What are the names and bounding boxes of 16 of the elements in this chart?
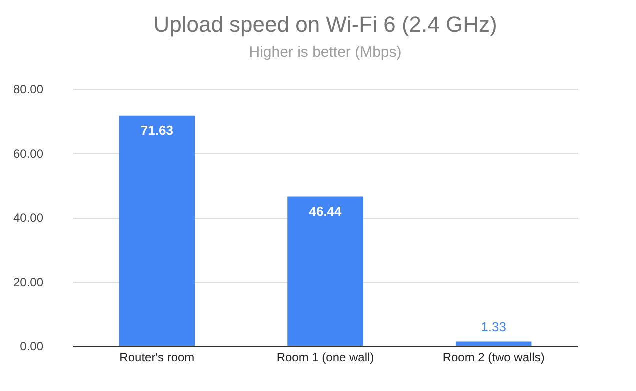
chart-title: Upload speed on Wi-Fi 6 (2.4 GHz) <box>154 12 498 37</box>
bar <box>288 196 364 346</box>
y-tick-label: 0.00 <box>20 340 44 354</box>
chart-subtitle: Higher is better (Mbps) <box>249 44 402 61</box>
y-tick-label: 80.00 <box>13 82 44 96</box>
y-tick-label: 20.00 <box>13 275 44 290</box>
bar <box>119 116 196 346</box>
bar <box>456 342 532 346</box>
x-tick-label: Router's room <box>120 350 195 364</box>
data-label: 71.63 <box>140 122 174 138</box>
data-label: 46.44 <box>309 204 343 219</box>
x-tick-label: Room 2 (two walls) <box>442 350 545 364</box>
data-label: 1.33 <box>481 320 506 335</box>
y-tick-label: 60.00 <box>13 146 44 161</box>
y-tick-label: 40.00 <box>13 211 44 225</box>
x-tick-label: Room 1 (one wall) <box>276 350 374 364</box>
